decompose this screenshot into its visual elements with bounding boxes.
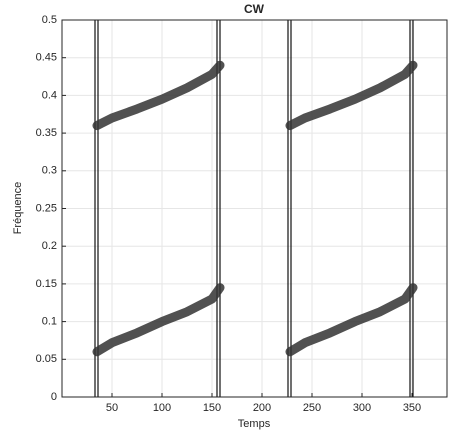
ridge: [92, 60, 225, 131]
y-axis-label: Fréquence: [12, 182, 24, 235]
x-tick-label: 300: [353, 402, 371, 414]
y-tick-label: 0: [51, 391, 57, 403]
x-tick-label: 100: [153, 402, 171, 414]
x-tick-label: 200: [253, 402, 271, 414]
y-tick-label: 0.45: [36, 52, 57, 64]
plot-frame: [61, 19, 448, 398]
x-tick-label: 250: [303, 402, 321, 414]
y-tick-label: 0.25: [36, 202, 57, 214]
chart-title: CW: [244, 2, 265, 16]
y-tick-label: 0.05: [36, 353, 57, 365]
ridge: [285, 60, 418, 131]
y-tick-label: 0.5: [42, 14, 57, 26]
ridge: [92, 283, 225, 357]
y-tick-label: 0.3: [42, 165, 57, 177]
x-tick-label: 350: [403, 402, 421, 414]
y-tick-label: 0.35: [36, 127, 57, 139]
y-tick-label: 0.15: [36, 278, 57, 290]
x-axis-label: Temps: [238, 418, 271, 430]
y-tick-label: 0.1: [42, 316, 57, 328]
y-tick-label: 0.4: [42, 89, 57, 101]
x-tick-label: 150: [203, 402, 221, 414]
ridge: [285, 283, 418, 357]
x-tick-label: 50: [106, 402, 118, 414]
y-tick-label: 0.2: [42, 240, 57, 252]
